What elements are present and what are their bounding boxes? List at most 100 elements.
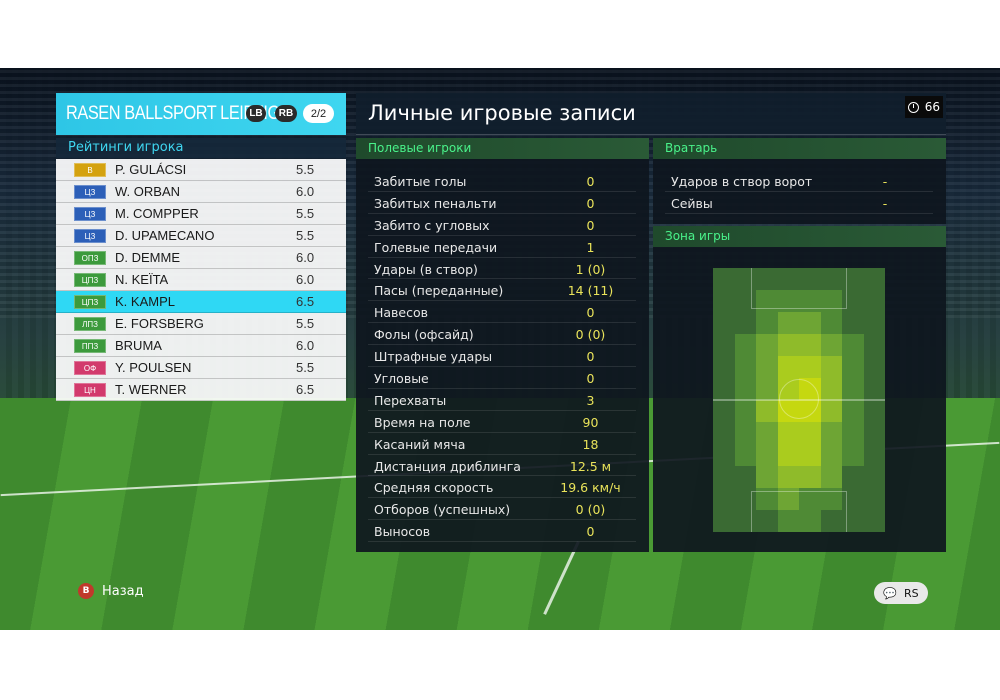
heat-cell [756,356,778,378]
stat-value: 1 (0) [575,261,606,277]
ratings-title: Рейтинги игрока [56,138,346,158]
heat-cell [799,488,821,510]
stat-value: 0 [586,217,595,233]
heat-cell [842,488,864,510]
stat-row: Касаний мяча 18 [368,433,636,455]
position-badge: ЛПЗ [74,317,106,331]
stat-label: Забитых пенальти [374,195,497,211]
heat-cell [799,312,821,334]
penalty-box-bottom [751,491,847,532]
player-name: M. COMPPER [115,206,199,221]
player-row[interactable]: ЦЗ M. COMPPER 5.5 [56,203,346,225]
heat-cell [820,510,842,532]
heat-cell [799,290,821,312]
stat-label: Пасы (переданные) [374,283,504,299]
player-row[interactable]: ОПЗ D. DEMME 6.0 [56,247,346,269]
back-label[interactable]: Назад [102,583,144,599]
player-name: D. UPAMECANO [115,228,215,243]
stat-value: - [882,195,888,211]
stat-value: 18 [582,436,599,452]
goalkeeper-title: Вратарь [653,138,946,159]
rb-button[interactable]: RB [275,105,297,122]
position-badge: ЦЗ [74,185,106,199]
heat-cell [777,312,799,334]
player-rating: 6.0 [296,184,315,199]
heat-cell [820,466,842,488]
player-row[interactable]: ЦЗ W. ORBAN 6.0 [56,181,346,203]
heat-cell [842,356,864,378]
heat-cell [756,378,778,400]
position-badge: ОПЗ [74,251,106,265]
player-row[interactable]: В P. GULÁCSI 5.5 [56,159,346,181]
rs-button-icon[interactable]: RS [904,586,919,600]
heat-cell [713,268,735,290]
stat-row: Средняя скорость 19.6 км/ч [368,476,636,499]
player-row[interactable]: ППЗ BRUMA 6.0 [56,335,346,357]
lb-button[interactable]: LB [246,105,266,122]
player-row[interactable]: ОФ Y. POULSEN 5.5 [56,357,346,379]
heat-cell [734,422,756,444]
heat-cell [756,510,778,532]
heat-cell [820,268,842,290]
stat-value: 0 [586,305,595,321]
b-button-icon[interactable]: B [78,583,94,599]
stat-label: Перехваты [374,392,447,408]
player-row[interactable]: ЦН T. WERNER 6.5 [56,379,346,401]
stat-label: Забитые голы [374,174,467,189]
heat-cell [863,466,885,488]
player-rating: 5.5 [296,206,315,221]
heat-cell [713,356,735,378]
player-row[interactable]: ЛПЗ E. FORSBERG 5.5 [56,313,346,335]
heat-cell [756,312,778,334]
heat-cell [777,356,799,378]
zone-panel: Зона игры [653,226,946,552]
heat-cell [799,356,821,378]
position-badge: ЦЗ [74,207,106,221]
heat-cell [842,312,864,334]
player-row[interactable]: ЦЗ D. UPAMECANO 5.5 [56,225,346,247]
stat-value: 0 (0) [575,327,606,343]
heat-cell [713,290,735,312]
stat-row: Забито с угловых 0 [368,214,636,236]
chat-rs-control[interactable]: 💬 RS [874,582,928,604]
position-badge: ППЗ [74,339,106,353]
back-control[interactable]: B Назад [78,583,144,599]
stat-value: 14 (11) [567,283,614,299]
player-rating: 5.5 [296,162,315,177]
heat-cell [842,444,864,466]
chat-icon[interactable]: 💬 [883,586,898,600]
player-rating: 6.5 [296,294,315,309]
stat-row: Выносов 0 [368,520,636,543]
player-name: E. FORSBERG [115,316,204,331]
stat-value: - [882,174,888,189]
heat-cell [734,378,756,400]
heat-cell [756,290,778,312]
heat-cell [777,488,799,510]
stat-row: Отборов (успешных) 0 (0) [368,498,636,521]
heat-cell [863,488,885,510]
heat-cell [799,510,821,532]
stat-value: 0 [586,524,595,540]
heat-cell [734,268,756,290]
stat-label: Навесов [374,305,429,321]
player-name: N. KEÏTA [115,272,169,287]
heat-cell [863,422,885,444]
heat-cell [820,290,842,312]
heat-cell [777,268,799,290]
position-badge: ЦПЗ [74,295,106,309]
stat-row: Штрафные удары 0 [368,345,636,368]
player-name: K. KAMPL [115,294,175,309]
player-row[interactable]: ЦПЗ N. KEÏTA 6.0 [56,269,346,291]
heat-cell [734,488,756,510]
heat-cell [842,400,864,422]
heat-cell [734,312,756,334]
heat-cell [734,400,756,422]
player-list: В P. GULÁCSI 5.5 ЦЗ W. ORBAN 6.0 ЦЗ M. C… [56,159,346,401]
goalkeeper-panel: Вратарь Ударов в створ ворот - Сейвы - [653,138,946,224]
heat-cell [863,510,885,532]
heat-cell [842,422,864,444]
heat-cell [713,444,735,466]
heat-cell [863,334,885,356]
timer-value: 66 [924,100,940,114]
player-row[interactable]: ЦПЗ K. KAMPL 6.5 [56,291,346,313]
